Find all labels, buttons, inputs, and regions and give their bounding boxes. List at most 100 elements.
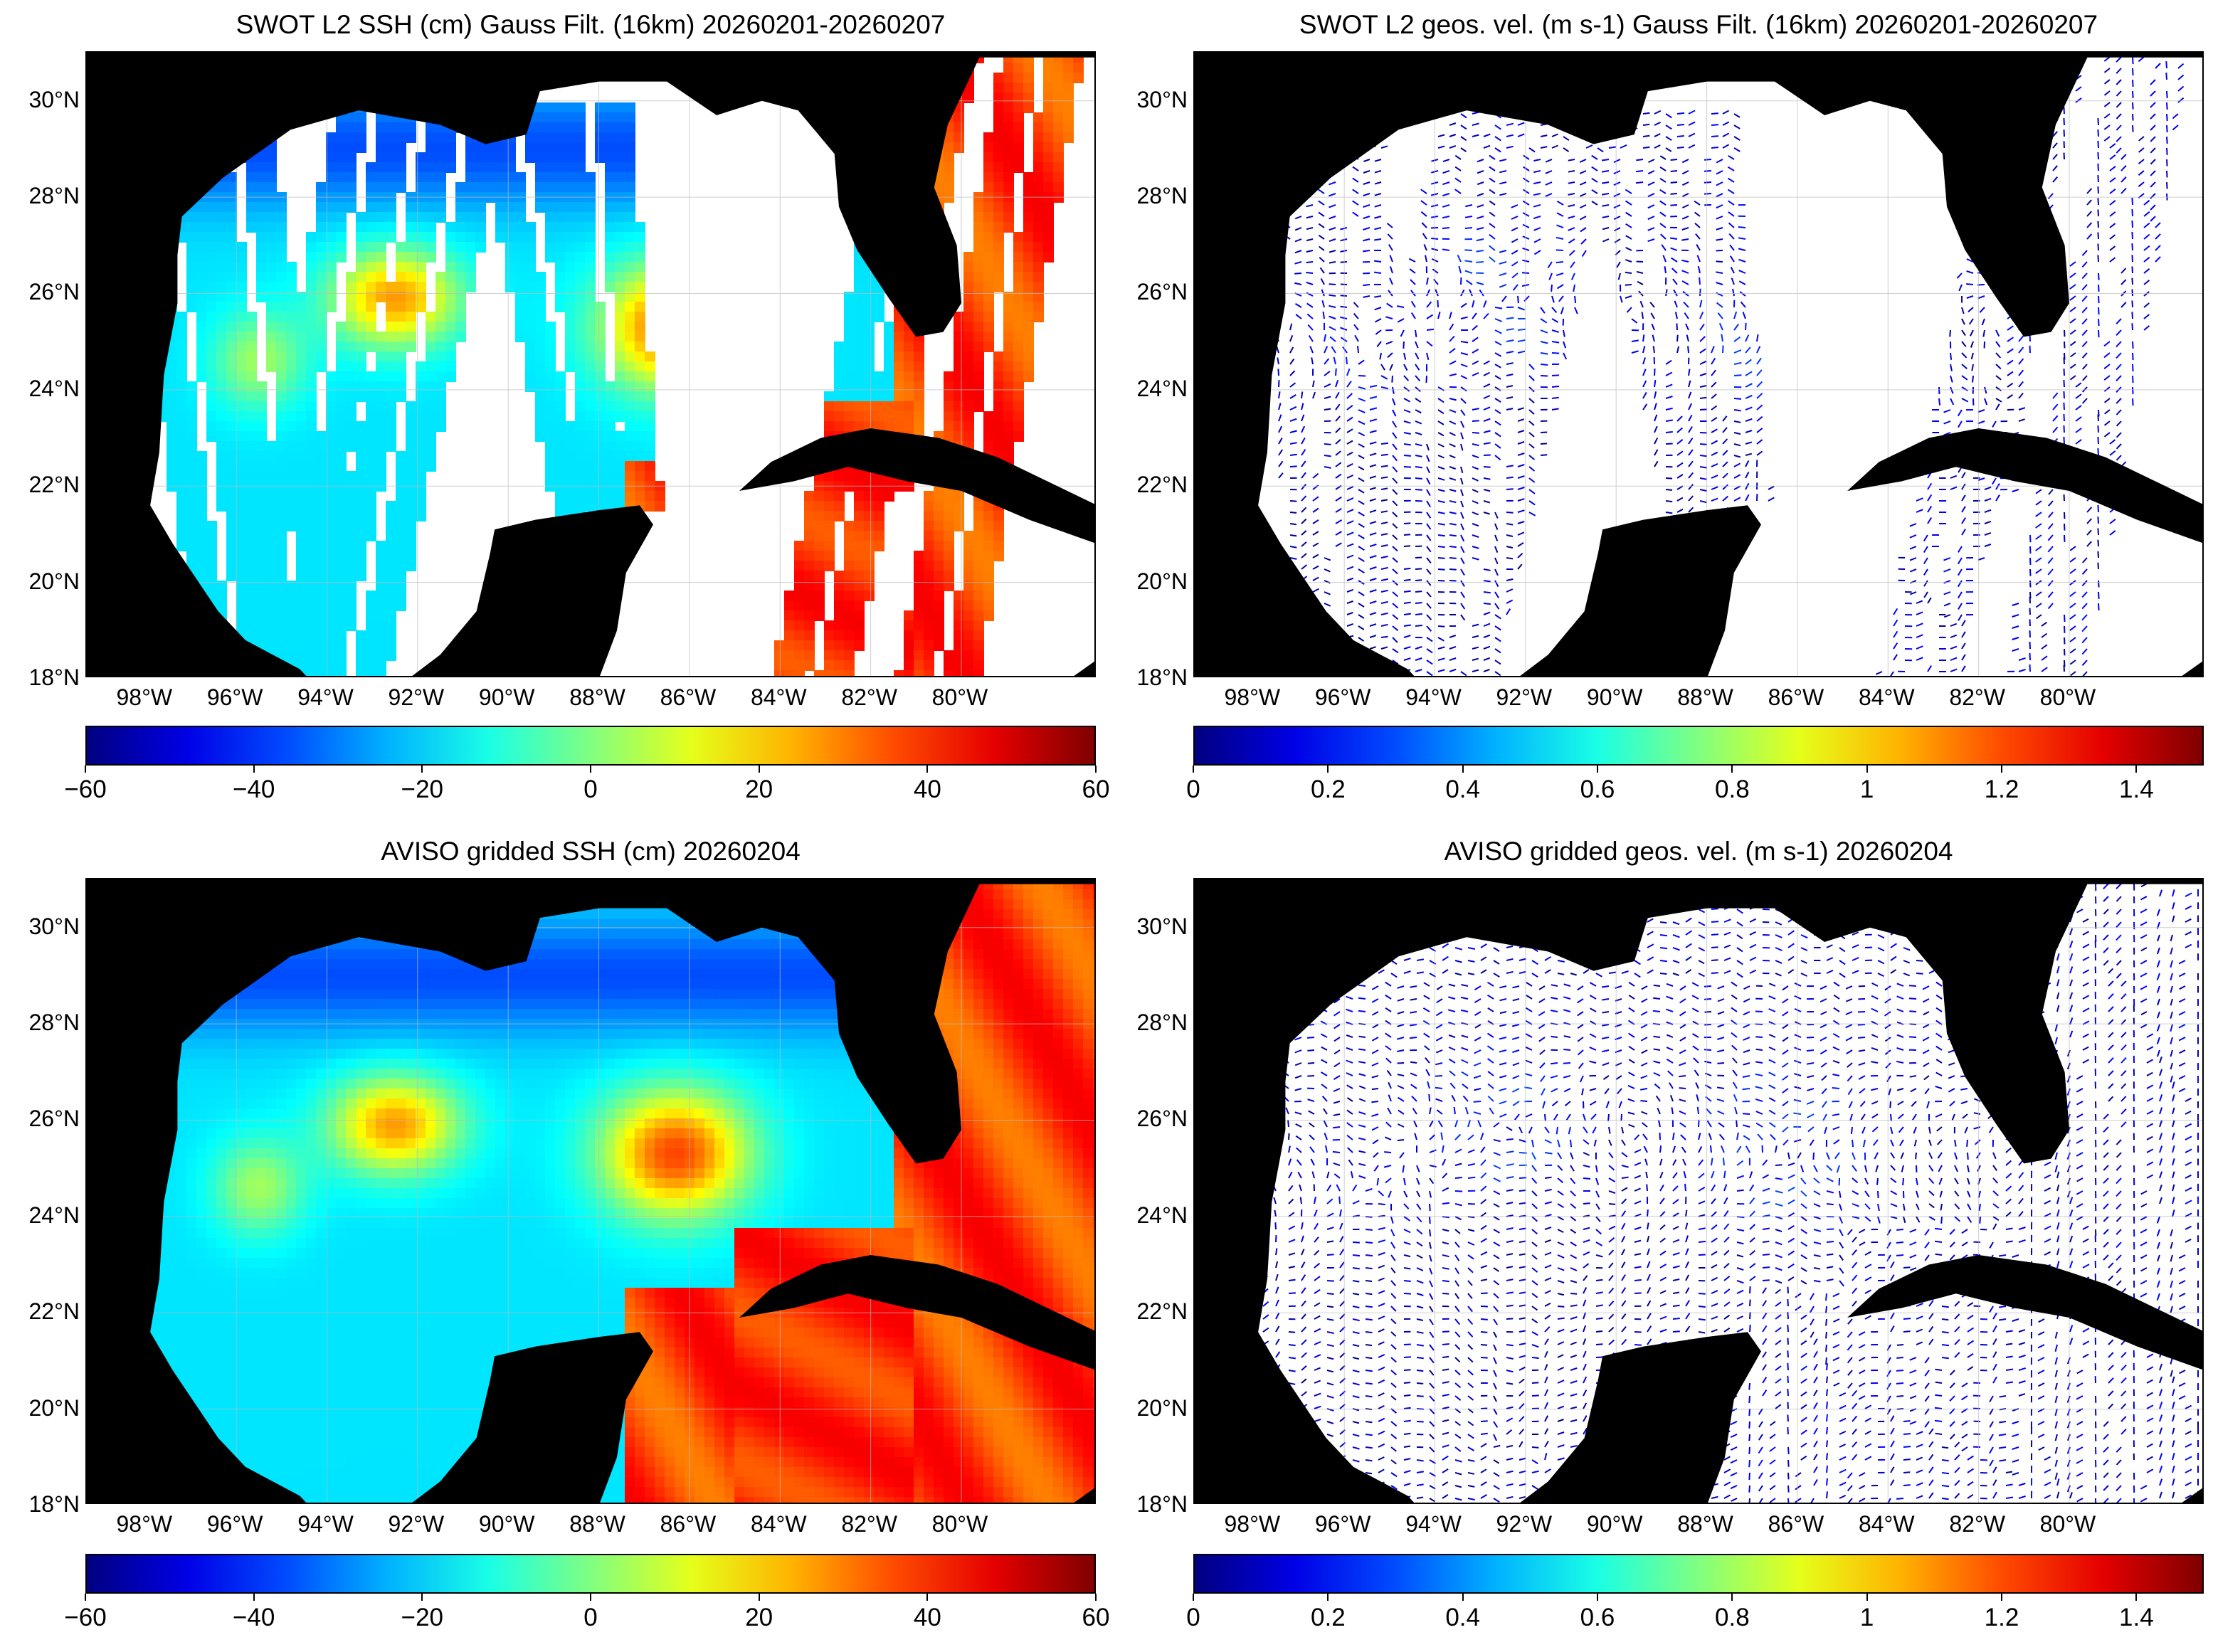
- colorbar-tick: [1462, 766, 1464, 773]
- lat-tick-label: 20°N: [28, 1394, 80, 1421]
- lat-tick-label: 22°N: [1136, 472, 1188, 498]
- lon-tick-label: 88°W: [1677, 684, 1733, 710]
- colorbar-tick: [926, 1594, 929, 1601]
- colorbar-tick-label: 1: [1859, 775, 1874, 803]
- colorbar-velocity: [1193, 1554, 2204, 1594]
- lon-tick-label: 84°W: [750, 1511, 807, 1537]
- lon-tick-label: 86°W: [660, 1511, 717, 1537]
- lat-tick-label: 18°N: [28, 1491, 80, 1517]
- lon-tick-label: 92°W: [388, 1511, 445, 1537]
- colorbar-tick-label: 0.6: [1580, 775, 1615, 803]
- lat-tick-label: 28°N: [1136, 183, 1188, 209]
- colorbar-tick-label: 0.8: [1715, 1604, 1750, 1631]
- panel-title: AVISO gridded SSH (cm) 20260204: [381, 837, 801, 866]
- lon-tick-label: 98°W: [116, 684, 173, 710]
- map-ssh-swot: [85, 51, 1096, 677]
- panel-title: SWOT L2 SSH (cm) Gauss Filt. (16km) 2026…: [236, 10, 946, 39]
- colorbar-tick: [2135, 1594, 2138, 1601]
- colorbar-tick: [1866, 766, 1868, 773]
- lon-tick-label: 90°W: [478, 1511, 535, 1537]
- lat-tick-label: 18°N: [28, 664, 80, 690]
- lon-tick-label: 96°W: [206, 1511, 263, 1537]
- lat-tick-label: 30°N: [1136, 86, 1188, 112]
- lat-tick-label: 22°N: [28, 472, 80, 498]
- colorbar-tick: [758, 766, 760, 773]
- colorbar-tick: [926, 766, 929, 773]
- colorbar-tick-label: 1.4: [2119, 1604, 2154, 1631]
- colorbar-tick-label: −40: [232, 1604, 275, 1631]
- lon-tick-label: 90°W: [1586, 1511, 1643, 1537]
- lat-tick-label: 30°N: [28, 86, 80, 112]
- colorbar-tick-label: 0: [1186, 1604, 1200, 1631]
- lat-tick-label: 20°N: [1136, 568, 1188, 594]
- colorbar-tick: [2001, 1594, 2002, 1601]
- map-canvas: [87, 879, 1094, 1503]
- colorbar-tick-label: −60: [64, 1604, 107, 1631]
- lon-tick-label: 82°W: [841, 684, 897, 710]
- lon-tick-label: 86°W: [1768, 1511, 1824, 1537]
- lon-tick-label: 86°W: [660, 684, 717, 710]
- colorbar-tick: [1731, 1594, 1733, 1601]
- colorbar-tick-label: 0.8: [1715, 775, 1750, 803]
- lon-tick-label: 98°W: [1224, 1511, 1281, 1537]
- panel-title: AVISO gridded geos. vel. (m s-1) 2026020…: [1444, 837, 1953, 866]
- lon-tick-label: 94°W: [1405, 684, 1462, 710]
- lat-tick-label: 28°N: [28, 183, 80, 209]
- colorbar-tick: [421, 1594, 423, 1601]
- map-velocity-aviso: [1193, 878, 2204, 1504]
- colorbar-tick: [1327, 1594, 1329, 1601]
- lon-tick-label: 84°W: [1858, 684, 1915, 710]
- colorbar-tick-label: −20: [401, 1604, 444, 1631]
- lon-tick-label: 84°W: [1858, 1511, 1915, 1537]
- colorbar-tick: [1597, 766, 1598, 773]
- colorbar-tick-label: 40: [913, 1604, 941, 1631]
- colorbar-tick: [2001, 766, 2002, 773]
- panel-title: SWOT L2 geos. vel. (m s-1) Gauss Filt. (…: [1299, 10, 2098, 39]
- lon-tick-label: 82°W: [841, 1511, 897, 1537]
- colorbar-tick-label: 20: [745, 775, 773, 803]
- colorbar-tick: [1597, 1594, 1598, 1601]
- lon-tick-label: 88°W: [1677, 1511, 1733, 1537]
- lat-tick-label: 22°N: [28, 1298, 80, 1325]
- colorbar-tick-label: 0.2: [1311, 1604, 1346, 1631]
- colorbar-tick-label: 0: [583, 1604, 598, 1631]
- map-ssh-aviso: [85, 878, 1096, 1504]
- lat-tick-label: 24°N: [1136, 1202, 1188, 1228]
- colorbar-tick: [1327, 766, 1329, 773]
- colorbar-tick: [1193, 766, 1194, 773]
- colorbar-tick-label: −40: [232, 775, 275, 803]
- colorbar-ssh: [85, 726, 1096, 766]
- lat-tick-label: 18°N: [1136, 664, 1188, 690]
- map-canvas: [1195, 53, 2202, 676]
- lat-tick-label: 26°N: [1136, 279, 1188, 305]
- colorbar-tick: [85, 766, 86, 773]
- lat-tick-label: 28°N: [1136, 1010, 1188, 1036]
- colorbar-tick-label: 1.2: [1984, 1604, 2019, 1631]
- lon-tick-label: 82°W: [1949, 684, 2005, 710]
- lat-tick-label: 24°N: [1136, 375, 1188, 401]
- lat-tick-label: 30°N: [28, 913, 80, 939]
- colorbar-tick-label: −60: [64, 775, 107, 803]
- lon-tick-label: 98°W: [116, 1511, 173, 1537]
- colorbar-tick-label: 0.2: [1311, 775, 1346, 803]
- lon-tick-label: 80°W: [931, 1511, 988, 1537]
- colorbar-tick: [85, 1594, 86, 1601]
- colorbar-tick-label: 0.6: [1580, 1604, 1615, 1631]
- lon-tick-label: 92°W: [388, 684, 445, 710]
- lon-tick-label: 98°W: [1224, 684, 1281, 710]
- colorbar-tick: [1731, 766, 1733, 773]
- colorbar-tick-label: 40: [913, 775, 941, 803]
- map-canvas: [87, 53, 1094, 676]
- lon-tick-label: 94°W: [1405, 1511, 1462, 1537]
- lon-tick-label: 90°W: [478, 684, 535, 710]
- colorbar-tick: [590, 1594, 591, 1601]
- colorbar-tick-label: −20: [401, 775, 444, 803]
- lat-tick-label: 26°N: [1136, 1106, 1188, 1132]
- lat-tick-label: 20°N: [1136, 1394, 1188, 1421]
- colorbar-tick-label: 0.4: [1445, 1604, 1480, 1631]
- lat-tick-label: 26°N: [28, 1106, 80, 1132]
- colorbar-tick-label: 1: [1859, 1604, 1874, 1631]
- lon-tick-label: 88°W: [569, 684, 625, 710]
- colorbar-tick-label: 0: [1186, 775, 1200, 803]
- colorbar-tick: [253, 1594, 255, 1601]
